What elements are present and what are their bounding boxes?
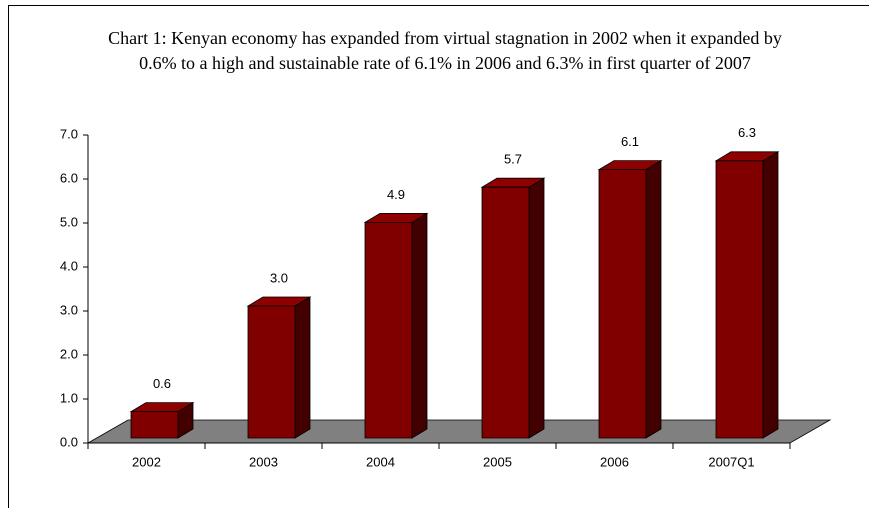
bar [246, 296, 312, 439]
y-tick-label: 1.0 [60, 390, 78, 405]
value-label: 0.6 [153, 376, 171, 391]
x-tick-label: 2003 [249, 454, 278, 469]
bar [129, 401, 195, 439]
value-label: 5.7 [504, 152, 522, 167]
y-tick-label: 6.0 [60, 170, 78, 185]
x-tick-label: 2005 [483, 454, 512, 469]
value-label: 6.3 [738, 125, 756, 140]
y-tick-label: 3.0 [60, 302, 78, 317]
bar [714, 151, 780, 439]
bar [597, 159, 663, 439]
bar-front [364, 221, 413, 439]
bar-front [247, 305, 296, 439]
bar-front [715, 160, 764, 439]
bar-side [294, 296, 311, 439]
bar-side [645, 159, 662, 439]
x-tick-label: 2006 [600, 454, 629, 469]
chart-title: Chart 1: Kenyan economy has expanded fro… [108, 28, 782, 73]
bar-side [411, 212, 428, 439]
y-tick-label: 2.0 [60, 346, 78, 361]
y-tick-label: 5.0 [60, 214, 78, 229]
x-tick-label: 2002 [132, 454, 161, 469]
value-label: 4.9 [387, 187, 405, 202]
bar [363, 212, 429, 439]
value-label: 3.0 [270, 270, 288, 285]
value-label: 6.1 [621, 134, 639, 149]
bar-side [762, 151, 779, 439]
bar-side [528, 177, 545, 439]
x-tick-label: 2004 [366, 454, 395, 469]
bar [480, 177, 546, 439]
y-tick-label: 0.0 [60, 434, 78, 449]
bar-front [481, 186, 530, 439]
y-tick-label: 4.0 [60, 258, 78, 273]
bar-front [598, 169, 647, 439]
x-tick-label: 2007Q1 [708, 454, 754, 469]
y-tick-label: 7.0 [60, 126, 78, 141]
bar-front [130, 411, 179, 439]
